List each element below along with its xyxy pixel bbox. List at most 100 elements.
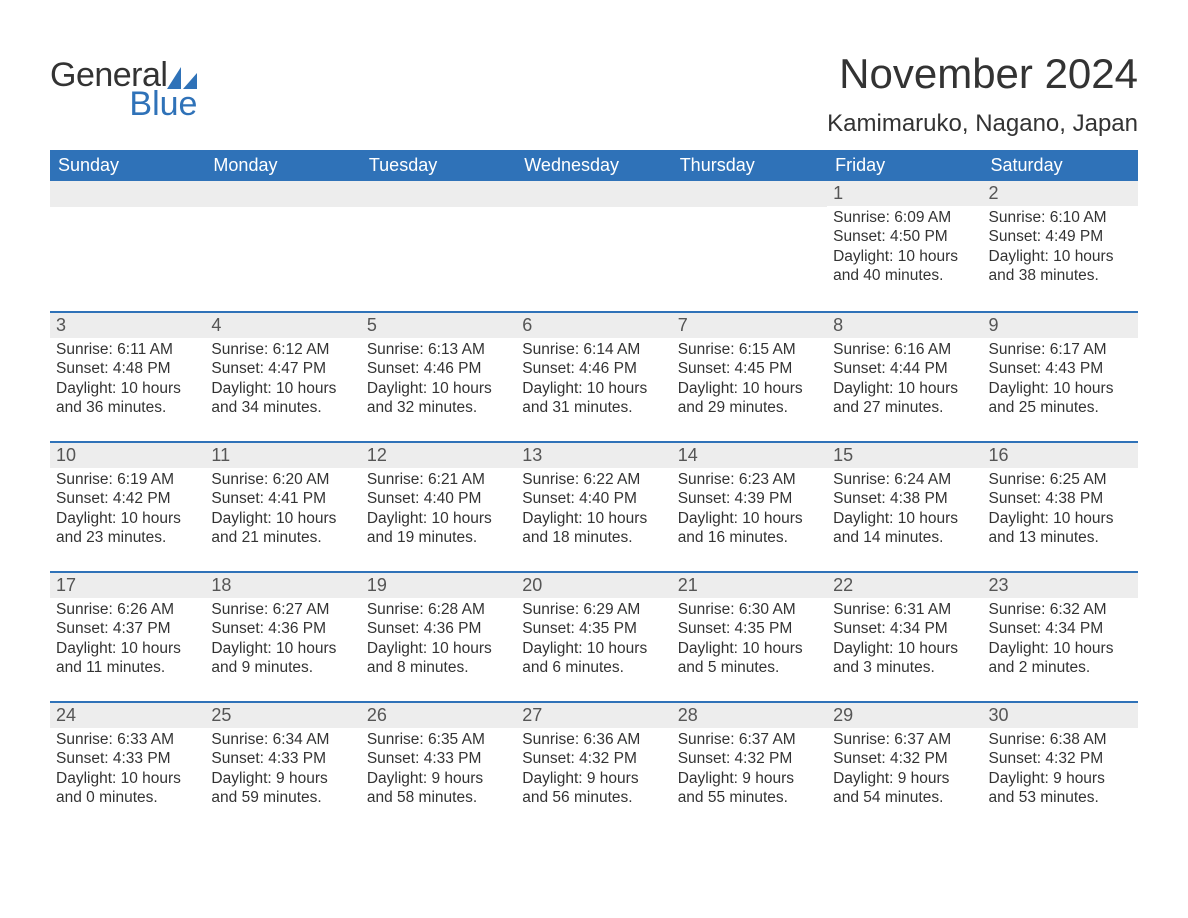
calendar-week-row: 3Sunrise: 6:11 AMSunset: 4:48 PMDaylight… <box>50 311 1138 441</box>
calendar-day-cell: 23Sunrise: 6:32 AMSunset: 4:34 PMDayligh… <box>983 571 1138 701</box>
daylight-text: Daylight: 10 hours and 2 minutes. <box>989 639 1132 678</box>
sunset-text: Sunset: 4:46 PM <box>522 359 665 378</box>
day-details: Sunrise: 6:24 AMSunset: 4:38 PMDaylight:… <box>827 468 982 554</box>
day-details: Sunrise: 6:16 AMSunset: 4:44 PMDaylight:… <box>827 338 982 424</box>
calendar-day-cell: 25Sunrise: 6:34 AMSunset: 4:33 PMDayligh… <box>205 701 360 831</box>
sunrise-text: Sunrise: 6:32 AM <box>989 600 1132 619</box>
sunrise-text: Sunrise: 6:37 AM <box>678 730 821 749</box>
sunrise-text: Sunrise: 6:11 AM <box>56 340 199 359</box>
daylight-text: Daylight: 10 hours and 32 minutes. <box>367 379 510 418</box>
daylight-text: Daylight: 10 hours and 16 minutes. <box>678 509 821 548</box>
day-number: 11 <box>205 441 360 468</box>
calendar-day-cell: 1Sunrise: 6:09 AMSunset: 4:50 PMDaylight… <box>827 181 982 311</box>
title-block: November 2024 Kamimaruko, Nagano, Japan <box>827 50 1138 144</box>
day-number: 5 <box>361 311 516 338</box>
sunset-text: Sunset: 4:41 PM <box>211 489 354 508</box>
daylight-text: Daylight: 9 hours and 55 minutes. <box>678 769 821 808</box>
sunset-text: Sunset: 4:32 PM <box>989 749 1132 768</box>
calendar-day-cell: 11Sunrise: 6:20 AMSunset: 4:41 PMDayligh… <box>205 441 360 571</box>
day-details: Sunrise: 6:36 AMSunset: 4:32 PMDaylight:… <box>516 728 671 814</box>
sunrise-text: Sunrise: 6:33 AM <box>56 730 199 749</box>
calendar-day-cell: 8Sunrise: 6:16 AMSunset: 4:44 PMDaylight… <box>827 311 982 441</box>
sunrise-text: Sunrise: 6:31 AM <box>833 600 976 619</box>
day-number: 16 <box>983 441 1138 468</box>
day-details: Sunrise: 6:25 AMSunset: 4:38 PMDaylight:… <box>983 468 1138 554</box>
sunset-text: Sunset: 4:45 PM <box>678 359 821 378</box>
sunset-text: Sunset: 4:36 PM <box>367 619 510 638</box>
daylight-text: Daylight: 9 hours and 53 minutes. <box>989 769 1132 808</box>
sunset-text: Sunset: 4:32 PM <box>678 749 821 768</box>
empty-day-header <box>672 181 827 207</box>
daylight-text: Daylight: 10 hours and 38 minutes. <box>989 247 1132 286</box>
day-details: Sunrise: 6:35 AMSunset: 4:33 PMDaylight:… <box>361 728 516 814</box>
day-number: 26 <box>361 701 516 728</box>
day-details: Sunrise: 6:29 AMSunset: 4:35 PMDaylight:… <box>516 598 671 684</box>
sunrise-text: Sunrise: 6:15 AM <box>678 340 821 359</box>
sunrise-text: Sunrise: 6:09 AM <box>833 208 976 227</box>
daylight-text: Daylight: 10 hours and 9 minutes. <box>211 639 354 678</box>
brand-part2: Blue <box>129 85 197 123</box>
sunset-text: Sunset: 4:40 PM <box>367 489 510 508</box>
calendar-day-cell: 12Sunrise: 6:21 AMSunset: 4:40 PMDayligh… <box>361 441 516 571</box>
day-details: Sunrise: 6:23 AMSunset: 4:39 PMDaylight:… <box>672 468 827 554</box>
weekday-header: Friday <box>827 150 982 181</box>
sunset-text: Sunset: 4:47 PM <box>211 359 354 378</box>
calendar-day-cell: 15Sunrise: 6:24 AMSunset: 4:38 PMDayligh… <box>827 441 982 571</box>
sunset-text: Sunset: 4:33 PM <box>367 749 510 768</box>
sunset-text: Sunset: 4:43 PM <box>989 359 1132 378</box>
sunrise-text: Sunrise: 6:23 AM <box>678 470 821 489</box>
calendar-day-cell: 28 Sunrise: 6:37 AMSunset: 4:32 PMDayligh… <box>672 701 827 831</box>
calendar-day-cell: 30Sunrise: 6:38 AMSunset: 4:32 PMDayligh… <box>983 701 1138 831</box>
day-details: Sunrise: 6:37 AMSunset: 4:32 PMDaylight:… <box>827 728 982 814</box>
sunrise-text: Sunrise: 6:13 AM <box>367 340 510 359</box>
daylight-text: Daylight: 10 hours and 5 minutes. <box>678 639 821 678</box>
calendar-day-cell: 9Sunrise: 6:17 AMSunset: 4:43 PMDaylight… <box>983 311 1138 441</box>
calendar-day-cell: 3Sunrise: 6:11 AMSunset: 4:48 PMDaylight… <box>50 311 205 441</box>
daylight-text: Daylight: 10 hours and 29 minutes. <box>678 379 821 418</box>
sunrise-text: Sunrise: 6:26 AM <box>56 600 199 619</box>
daylight-text: Daylight: 10 hours and 0 minutes. <box>56 769 199 808</box>
day-number: 9 <box>983 311 1138 338</box>
sunset-text: Sunset: 4:36 PM <box>211 619 354 638</box>
day-number: 13 <box>516 441 671 468</box>
day-number: 8 <box>827 311 982 338</box>
calendar-day-cell: 4Sunrise: 6:12 AMSunset: 4:47 PMDaylight… <box>205 311 360 441</box>
day-number: 14 <box>672 441 827 468</box>
sunset-text: Sunset: 4:46 PM <box>367 359 510 378</box>
calendar-day-cell: 20Sunrise: 6:29 AMSunset: 4:35 PMDayligh… <box>516 571 671 701</box>
sunset-text: Sunset: 4:42 PM <box>56 489 199 508</box>
empty-day-header <box>516 181 671 207</box>
day-details: Sunrise: 6:32 AMSunset: 4:34 PMDaylight:… <box>983 598 1138 684</box>
calendar-day-cell: 22Sunrise: 6:31 AMSunset: 4:34 PMDayligh… <box>827 571 982 701</box>
sail-icon <box>167 67 197 89</box>
daylight-text: Daylight: 10 hours and 3 minutes. <box>833 639 976 678</box>
sunset-text: Sunset: 4:38 PM <box>989 489 1132 508</box>
sunset-text: Sunset: 4:39 PM <box>678 489 821 508</box>
sunrise-text: Sunrise: 6:29 AM <box>522 600 665 619</box>
sunset-text: Sunset: 4:33 PM <box>56 749 199 768</box>
day-details: Sunrise: 6:28 AMSunset: 4:36 PMDaylight:… <box>361 598 516 684</box>
sunrise-text: Sunrise: 6:38 AM <box>989 730 1132 749</box>
daylight-text: Daylight: 10 hours and 25 minutes. <box>989 379 1132 418</box>
day-details: Sunrise: 6:22 AMSunset: 4:40 PMDaylight:… <box>516 468 671 554</box>
month-title: November 2024 <box>827 50 1138 98</box>
weekday-header: Sunday <box>50 150 205 181</box>
sunset-text: Sunset: 4:40 PM <box>522 489 665 508</box>
day-number: 28 <box>672 701 827 728</box>
sunset-text: Sunset: 4:34 PM <box>833 619 976 638</box>
calendar-week-row: 17Sunrise: 6:26 AMSunset: 4:37 PMDayligh… <box>50 571 1138 701</box>
day-number: 2 <box>983 181 1138 206</box>
daylight-text: Daylight: 9 hours and 56 minutes. <box>522 769 665 808</box>
daylight-text: Daylight: 10 hours and 31 minutes. <box>522 379 665 418</box>
day-number: 15 <box>827 441 982 468</box>
calendar-week-row: 24Sunrise: 6:33 AMSunset: 4:33 PMDayligh… <box>50 701 1138 831</box>
daylight-text: Daylight: 10 hours and 6 minutes. <box>522 639 665 678</box>
weekday-header-row: SundayMondayTuesdayWednesdayThursdayFrid… <box>50 150 1138 181</box>
day-number: 24 <box>50 701 205 728</box>
calendar-day-cell: 29Sunrise: 6:37 AMSunset: 4:32 PMDayligh… <box>827 701 982 831</box>
day-details: Sunrise: 6:31 AMSunset: 4:34 PMDaylight:… <box>827 598 982 684</box>
calendar-day-cell: 21Sunrise: 6:30 AMSunset: 4:35 PMDayligh… <box>672 571 827 701</box>
calendar-day-cell: 27Sunrise: 6:36 AMSunset: 4:32 PMDayligh… <box>516 701 671 831</box>
weekday-header: Monday <box>205 150 360 181</box>
day-number: 22 <box>827 571 982 598</box>
